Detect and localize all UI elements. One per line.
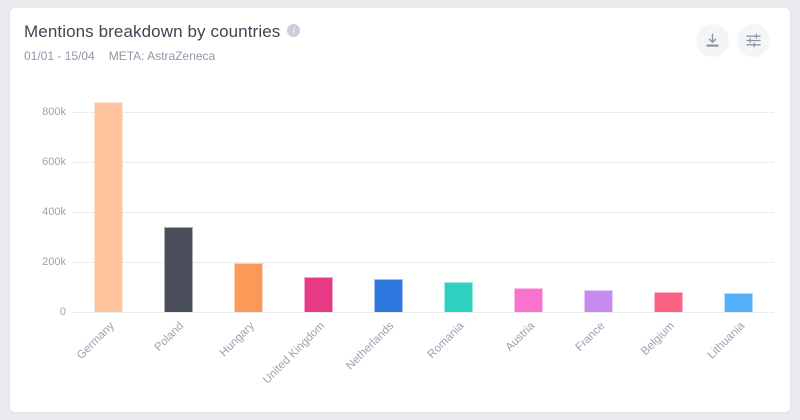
bar-poland[interactable] — [163, 227, 193, 312]
bar-france[interactable] — [584, 290, 614, 312]
bar-chart: 0 200k 400k 600k 800k Germany Poland Hungary Un… — [24, 96, 776, 386]
x-label-romania: Romania — [425, 320, 468, 362]
bar-austria[interactable] — [514, 287, 544, 312]
bars-container: Germany Poland Hungary United Kingdom Nether… — [73, 96, 774, 386]
download-icon — [704, 32, 721, 49]
y-tick-400k: 400k — [42, 206, 66, 218]
page-title: Mentions breakdown by countries — [24, 22, 281, 41]
x-label-poland: Poland — [152, 320, 187, 354]
x-label-netherlands: Netherlands — [344, 320, 397, 373]
bar-lithuania[interactable] — [724, 293, 754, 312]
y-tick-600k: 600k — [42, 156, 66, 168]
bar-united-kingdom[interactable] — [303, 277, 333, 312]
gridline-600k — [73, 162, 774, 163]
y-tick-800k: 800k — [42, 106, 66, 118]
bar-slot-romania: Romania — [423, 96, 493, 361]
y-tick-200k: 200k — [42, 256, 66, 268]
x-label-lithuania: Lithuania — [705, 320, 748, 362]
x-label-belgium: Belgium — [639, 320, 678, 358]
bar-slot-austria: Austria — [494, 96, 564, 354]
bar-germany[interactable] — [93, 102, 123, 312]
bar-slot-poland: Poland — [143, 96, 213, 354]
chart-settings-button[interactable] — [737, 24, 770, 57]
header-actions — [696, 24, 770, 57]
info-icon[interactable]: i — [287, 23, 301, 37]
bar-slot-netherlands: Netherlands — [345, 96, 423, 372]
bar-netherlands[interactable] — [373, 279, 403, 312]
x-label-germany: Germany — [74, 320, 117, 362]
x-label-austria: Austria — [503, 320, 538, 354]
bar-slot-united-kingdom: United Kingdom — [260, 96, 353, 386]
bar-slot-belgium: Belgium — [634, 96, 704, 358]
gridline-800k — [73, 112, 774, 113]
date-range-label: 01/01 - 15/04 — [24, 49, 95, 63]
y-tick-0: 0 — [59, 306, 66, 318]
bar-hungary[interactable] — [233, 262, 263, 312]
sliders-icon — [745, 32, 762, 49]
gridline-400k — [73, 212, 774, 213]
bar-romania[interactable] — [444, 282, 474, 312]
gridline-0 — [73, 312, 774, 313]
download-button[interactable] — [696, 24, 729, 57]
y-axis: 0 200k 400k 600k 800k — [24, 96, 73, 318]
x-label-united-kingdom: United Kingdom — [260, 320, 327, 387]
chart-card: Mentions breakdown by countries i 01/01 … — [10, 8, 790, 412]
gridline-200k — [73, 262, 774, 263]
bar-slot-hungary: Hungary — [213, 96, 283, 359]
bar-slot-germany: Germany — [73, 96, 143, 362]
header-text-block: Mentions breakdown by countries i 01/01 … — [24, 22, 301, 63]
bar-slot-lithuania: Lithuania — [704, 96, 774, 361]
bar-slot-france: France — [564, 96, 634, 354]
x-label-hungary: Hungary — [217, 320, 257, 360]
x-label-france: France — [573, 320, 608, 354]
meta-filter-label: META: AstraZeneca — [108, 49, 216, 63]
bar-belgium[interactable] — [654, 292, 684, 312]
plot-area: Germany Poland Hungary United Kingdom Nether… — [73, 96, 774, 386]
card-header: Mentions breakdown by countries i 01/01 … — [24, 22, 776, 66]
